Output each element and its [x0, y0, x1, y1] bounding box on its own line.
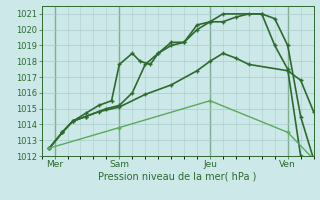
- X-axis label: Pression niveau de la mer( hPa ): Pression niveau de la mer( hPa ): [99, 172, 257, 182]
